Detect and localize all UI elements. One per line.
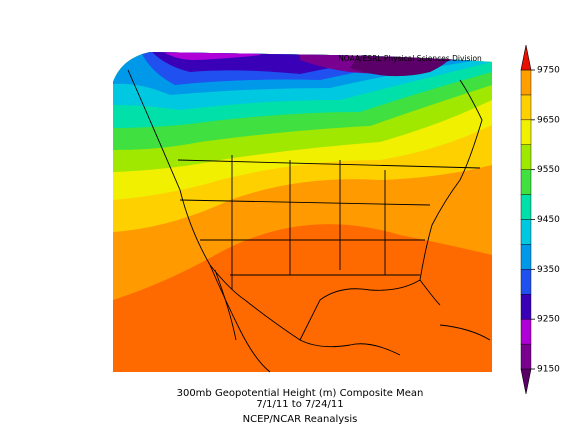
colorbar-under bbox=[520, 368, 532, 395]
colorbar-segment bbox=[520, 144, 532, 170]
colorbar-over bbox=[520, 44, 532, 71]
colorbar-segment bbox=[520, 119, 532, 145]
colorbar-label: 9550 bbox=[537, 165, 560, 175]
colorbar-segment bbox=[520, 244, 532, 270]
colorbar-segment bbox=[520, 69, 532, 96]
colorbar-segment bbox=[520, 194, 532, 220]
coastlines bbox=[127, 69, 491, 373]
colorbar-label: 9750 bbox=[537, 66, 560, 76]
caption-title: 300mb Geopotential Height (m) Composite … bbox=[177, 388, 424, 399]
colorbar-segment bbox=[520, 94, 532, 121]
height-field bbox=[113, 52, 492, 372]
colorbar-label: 9450 bbox=[537, 215, 560, 225]
colorbar-label: 9250 bbox=[537, 315, 560, 325]
colorbar-label: 9150 bbox=[537, 365, 560, 375]
colorbar-segment bbox=[520, 169, 532, 195]
colorbar: 9150 9250 9350 9450 9550 9650 9750 bbox=[520, 44, 560, 395]
colorbar-segment bbox=[520, 318, 532, 345]
colorbar-label: 9650 bbox=[537, 115, 560, 125]
colorbar-segment bbox=[520, 343, 532, 370]
colorbar-segment bbox=[520, 294, 532, 320]
colorbar-label: 9350 bbox=[537, 265, 560, 275]
colorbar-segment bbox=[520, 219, 532, 245]
credit: NOAA/ESRL Physical Sciences Division bbox=[338, 54, 482, 63]
caption-source: NCEP/NCAR Reanalysis bbox=[243, 414, 358, 425]
caption-dates: 7/1/11 to 7/24/11 bbox=[256, 399, 343, 410]
colorbar-segment bbox=[520, 269, 532, 295]
